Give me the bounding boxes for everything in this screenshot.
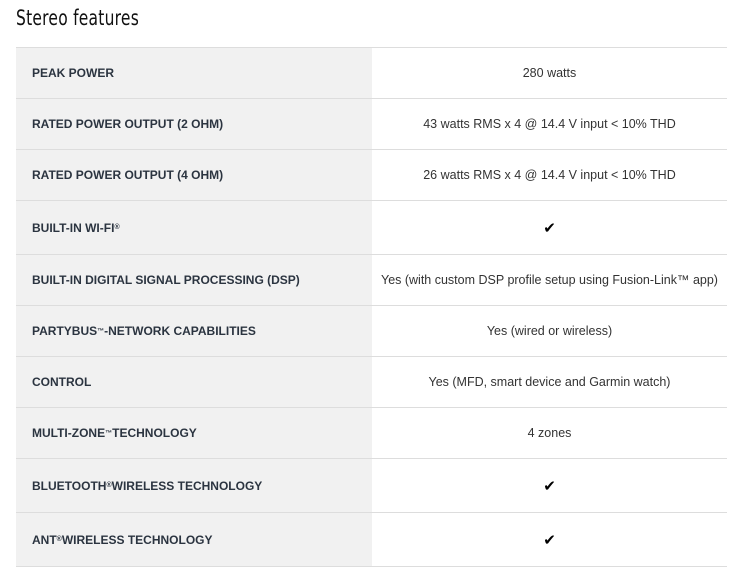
feature-value: 26 watts RMS x 4 @ 14.4 V input < 10% TH… — [423, 168, 676, 182]
feature-value: 43 watts RMS x 4 @ 14.4 V input < 10% TH… — [423, 117, 676, 131]
table-row: BUILT-IN DIGITAL SIGNAL PROCESSING (DSP)… — [16, 255, 727, 306]
table-row: MULTI-ZONE ™ TECHNOLOGY 4 zones — [16, 408, 727, 459]
feature-label: BUILT-IN DIGITAL SIGNAL PROCESSING (DSP) — [16, 255, 372, 305]
section-title: Stereo features — [16, 6, 140, 30]
table-row: PARTYBUS ™ -NETWORK CAPABILITIES Yes (wired… — [16, 306, 727, 357]
features-table: PEAK POWER 280 watts RATED POWER OUTPUT (2… — [16, 47, 727, 567]
feature-value: Yes (with custom DSP profile setup using… — [381, 273, 718, 287]
feature-value: Yes (wired or wireless) — [486, 324, 613, 338]
table-row: BLUETOOTH ® WIRELESS TECHNOLOGY ✔ — [16, 459, 727, 513]
feature-label: RATED POWER OUTPUT (2 OHM) — [16, 99, 372, 149]
table-row: CONTROL Yes (MFD, smart device and Garmin… — [16, 357, 727, 408]
feature-label: MULTI-ZONE ™ TECHNOLOGY — [16, 408, 372, 458]
feature-label: BUILT-IN WI-FI ® — [16, 201, 372, 254]
feature-label: RATED POWER OUTPUT (4 OHM) — [16, 150, 372, 200]
table-row: RATED POWER OUTPUT (4 OHM) 26 watts RMS x… — [16, 150, 727, 201]
feature-label: CONTROL — [16, 357, 372, 407]
table-row: PEAK POWER 280 watts — [16, 48, 727, 99]
feature-value: 280 watts — [522, 66, 577, 80]
checkmark-icon: ✔ — [543, 219, 556, 237]
feature-label: PEAK POWER — [16, 48, 372, 98]
table-row: BUILT-IN WI-FI ® ✔ — [16, 201, 727, 255]
feature-value: 4 zones — [527, 426, 572, 440]
feature-label: PARTYBUS ™ -NETWORK CAPABILITIES — [16, 306, 372, 356]
feature-label: ANT ® WIRELESS TECHNOLOGY — [16, 513, 372, 566]
feature-value: Yes (MFD, smart device and Garmin watch) — [428, 375, 671, 389]
checkmark-icon: ✔ — [543, 531, 556, 549]
table-row: RATED POWER OUTPUT (2 OHM) 43 watts RMS x… — [16, 99, 727, 150]
feature-label: BLUETOOTH ® WIRELESS TECHNOLOGY — [16, 459, 372, 512]
checkmark-icon: ✔ — [543, 477, 556, 495]
table-row: ANT ® WIRELESS TECHNOLOGY ✔ — [16, 513, 727, 567]
